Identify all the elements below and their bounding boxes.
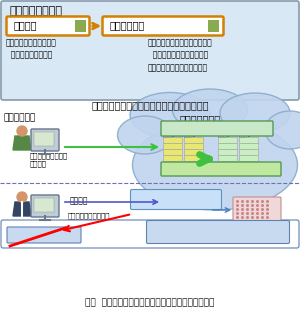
FancyBboxPatch shape	[218, 149, 237, 154]
FancyBboxPatch shape	[163, 143, 182, 148]
Text: データを暗号化したまま
線形回帰計算: データを暗号化したまま 線形回帰計算	[154, 193, 198, 208]
Ellipse shape	[133, 120, 298, 210]
Text: データ1: データ1	[218, 133, 231, 138]
Text: クラウドサーバ: クラウドサーバ	[179, 114, 220, 124]
FancyBboxPatch shape	[184, 137, 203, 143]
FancyBboxPatch shape	[163, 137, 182, 143]
Text: ・更新を繰り返して100年超の安全性: ・更新を繰り返して100年超の安全性	[185, 165, 257, 171]
FancyBboxPatch shape	[161, 162, 281, 176]
FancyBboxPatch shape	[103, 16, 224, 36]
Text: クライアント側で復号: クライアント側で復号	[23, 231, 65, 238]
Text: 今回開発した技術: 今回開発した技術	[10, 6, 63, 16]
FancyBboxPatch shape	[7, 227, 81, 243]
FancyBboxPatch shape	[146, 221, 290, 243]
FancyBboxPatch shape	[75, 20, 86, 32]
Ellipse shape	[265, 111, 300, 149]
FancyBboxPatch shape	[163, 149, 182, 154]
FancyBboxPatch shape	[184, 143, 203, 148]
Text: クラウドサーバ上での秘匿線形回帰計算の例: クラウドサーバ上での秘匿線形回帰計算の例	[91, 100, 209, 110]
FancyBboxPatch shape	[184, 155, 203, 160]
Text: データ2: データ2	[239, 133, 252, 138]
FancyBboxPatch shape	[1, 1, 299, 100]
Circle shape	[17, 126, 27, 136]
FancyBboxPatch shape	[239, 143, 258, 148]
FancyBboxPatch shape	[161, 121, 273, 136]
Text: ・暗号文をデータ領域と
  付加情報に分割保存: ・暗号文をデータ領域と 付加情報に分割保存	[6, 38, 57, 60]
Text: 長い付加情報: 長い付加情報	[110, 20, 145, 30]
Text: セキュリティレベル
更新依頼: セキュリティレベル 更新依頼	[30, 152, 68, 167]
Text: データ1: データ1	[163, 133, 176, 138]
FancyBboxPatch shape	[163, 155, 182, 160]
FancyBboxPatch shape	[218, 155, 237, 160]
Ellipse shape	[118, 116, 172, 154]
Circle shape	[17, 192, 27, 202]
FancyBboxPatch shape	[239, 155, 258, 160]
FancyBboxPatch shape	[31, 129, 59, 151]
Ellipse shape	[130, 93, 210, 138]
Text: ・100万件のデータに対して30分程度
・従来技術に比べ100信高速: ・100万件のデータに対して30分程度 ・従来技術に比べ100信高速	[179, 224, 256, 240]
FancyBboxPatch shape	[184, 149, 203, 154]
Text: 付加情報: 付加情報	[14, 20, 38, 30]
Text: 図２  今回開発した鍵長が変更できる準同型暗号方式: 図２ 今回開発した鍵長が変更できる準同型暗号方式	[85, 298, 215, 307]
FancyBboxPatch shape	[208, 20, 219, 32]
Text: データ2: データ2	[184, 133, 197, 138]
Ellipse shape	[220, 93, 290, 133]
Polygon shape	[13, 136, 31, 150]
Text: ・付加情報を伸ばす技術により
  暗号文のセキュリティ更新
・更新後のデータ処理も可能: ・付加情報を伸ばす技術により 暗号文のセキュリティ更新 ・更新後のデータ処理も可…	[148, 38, 213, 72]
Polygon shape	[13, 202, 31, 216]
FancyBboxPatch shape	[34, 198, 54, 212]
FancyBboxPatch shape	[218, 137, 237, 143]
FancyBboxPatch shape	[239, 137, 258, 143]
FancyBboxPatch shape	[34, 132, 54, 146]
FancyBboxPatch shape	[31, 195, 59, 217]
Text: 計算依頼: 計算依頼	[70, 196, 88, 205]
Ellipse shape	[172, 89, 248, 131]
FancyBboxPatch shape	[233, 197, 281, 221]
Text: 暗号化された計算結果: 暗号化された計算結果	[68, 212, 110, 219]
FancyBboxPatch shape	[218, 143, 237, 148]
FancyBboxPatch shape	[7, 16, 89, 36]
FancyBboxPatch shape	[239, 149, 258, 154]
FancyBboxPatch shape	[130, 190, 221, 210]
Text: セキュリティレベル更新: セキュリティレベル更新	[192, 124, 242, 133]
Text: クライアント: クライアント	[3, 113, 35, 122]
